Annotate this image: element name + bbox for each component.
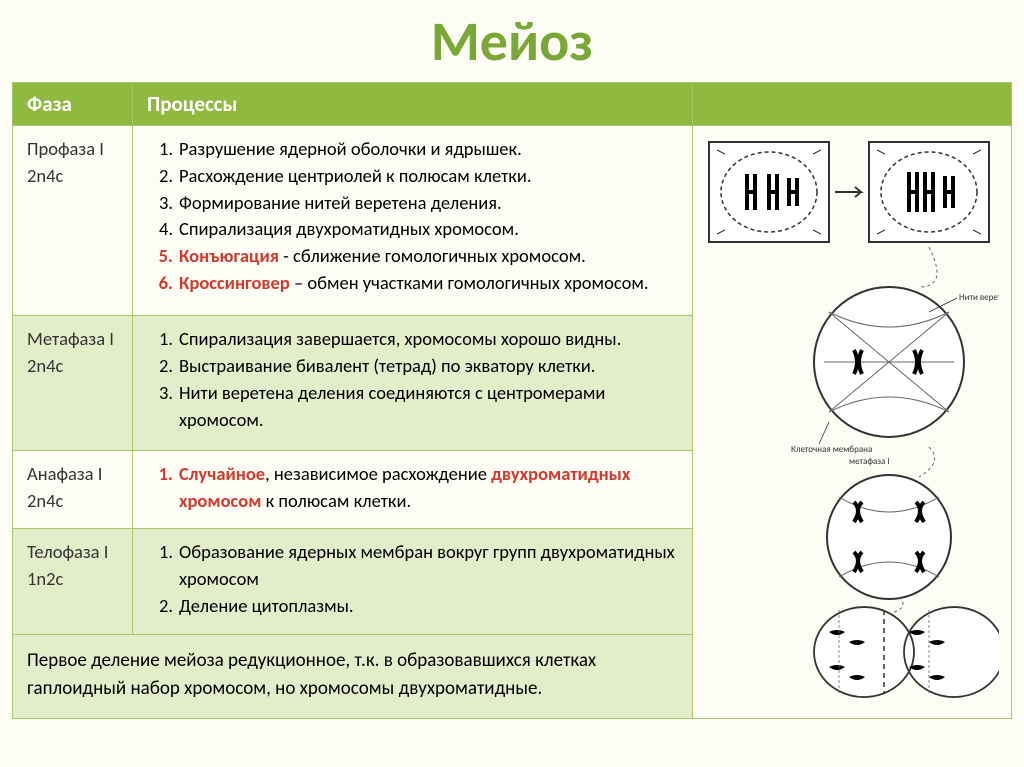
- spindle-label: Нити веретена: [959, 292, 999, 303]
- phase-name: Метафаза I: [27, 327, 114, 350]
- post: к полюсам клетки.: [261, 489, 411, 512]
- table-row: Профаза I 2n4c Разрушение ядерной оболоч…: [13, 126, 1012, 316]
- process-item: Кроссинговер – обмен участками гомологич…: [147, 270, 678, 297]
- phase-name: Анафаза I: [27, 462, 102, 485]
- phase-formula: 2n4c: [27, 354, 63, 377]
- process-list: Разрушение ядерной оболочки и ядрышек. Р…: [147, 136, 678, 297]
- term: Конъюгация: [179, 244, 279, 267]
- process-item: Расхождение центриолей к полюсам клетки.: [147, 163, 678, 190]
- term-rest: – обмен участками гомологичных хромосом.: [290, 271, 649, 294]
- process-item: Разрушение ядерной оболочки и ядрышек.: [147, 136, 678, 163]
- process-item: Конъюгация - сближение гомологичных хром…: [147, 243, 678, 270]
- header-diagram: [693, 83, 1012, 126]
- membrane-label: Клеточная мембрана: [791, 444, 872, 455]
- processes-cell: Спирализация завершается, хромосомы хоро…: [133, 316, 693, 450]
- diagram-cell: Нити веретена Клеточная мембрана метафаз…: [693, 126, 1012, 719]
- processes-cell: Образование ядерных мембран вокруг групп…: [133, 528, 693, 634]
- phase-cell: Метафаза I 2n4c: [13, 316, 133, 450]
- phase-name: Телофаза I: [27, 540, 108, 563]
- process-item: Нити веретена деления соединяются с цент…: [147, 380, 678, 434]
- phase-formula: 2n4c: [27, 489, 63, 512]
- phase-cell: Профаза I 2n4c: [13, 126, 133, 316]
- processes-cell: Разрушение ядерной оболочки и ядрышек. Р…: [133, 126, 693, 316]
- term: Кроссинговер: [179, 271, 290, 294]
- footer-text: Первое деление мейоза редукционное, т.к.…: [13, 635, 693, 719]
- phase-formula: 1n2c: [27, 567, 63, 590]
- metaphase-label: метафаза I: [849, 456, 890, 467]
- process-item: Формирование нитей веретена деления.: [147, 190, 678, 217]
- process-list: Образование ядерных мембран вокруг групп…: [147, 539, 678, 619]
- term-rest: - сближение гомологичных хромосом.: [279, 244, 586, 267]
- process-list: Случайное, независимое расхождение двухр…: [147, 461, 678, 515]
- phase-formula: 2n4c: [27, 164, 63, 187]
- header-processes: Процессы: [133, 83, 693, 126]
- mid: , независимое расхождение: [265, 462, 491, 485]
- process-item: Спирализация двухроматидных хромосом.: [147, 216, 678, 243]
- process-item: Спирализация завершается, хромосомы хоро…: [147, 326, 678, 353]
- header-row: Фаза Процессы: [13, 83, 1012, 126]
- phase-cell: Анафаза I 2n4c: [13, 450, 133, 528]
- meiosis-table: Фаза Процессы Профаза I 2n4c Разрушение …: [12, 82, 1012, 719]
- header-phase: Фаза: [13, 83, 133, 126]
- term: Случайное: [179, 462, 265, 485]
- slide-title: Мейоз: [12, 8, 1012, 76]
- process-item: Случайное, независимое расхождение двухр…: [147, 461, 678, 515]
- prophase-diagram: Нити веретена Клеточная мембрана метафаз…: [699, 132, 999, 712]
- processes-cell: Случайное, независимое расхождение двухр…: [133, 450, 693, 528]
- phase-name: Профаза I: [27, 137, 104, 160]
- process-item: Выстраивание бивалент (тетрад) по эквато…: [147, 353, 678, 380]
- phase-cell: Телофаза I 1n2c: [13, 528, 133, 634]
- process-item: Деление цитоплазмы.: [147, 593, 678, 620]
- process-list: Спирализация завершается, хромосомы хоро…: [147, 326, 678, 433]
- process-item: Образование ядерных мембран вокруг групп…: [147, 539, 678, 593]
